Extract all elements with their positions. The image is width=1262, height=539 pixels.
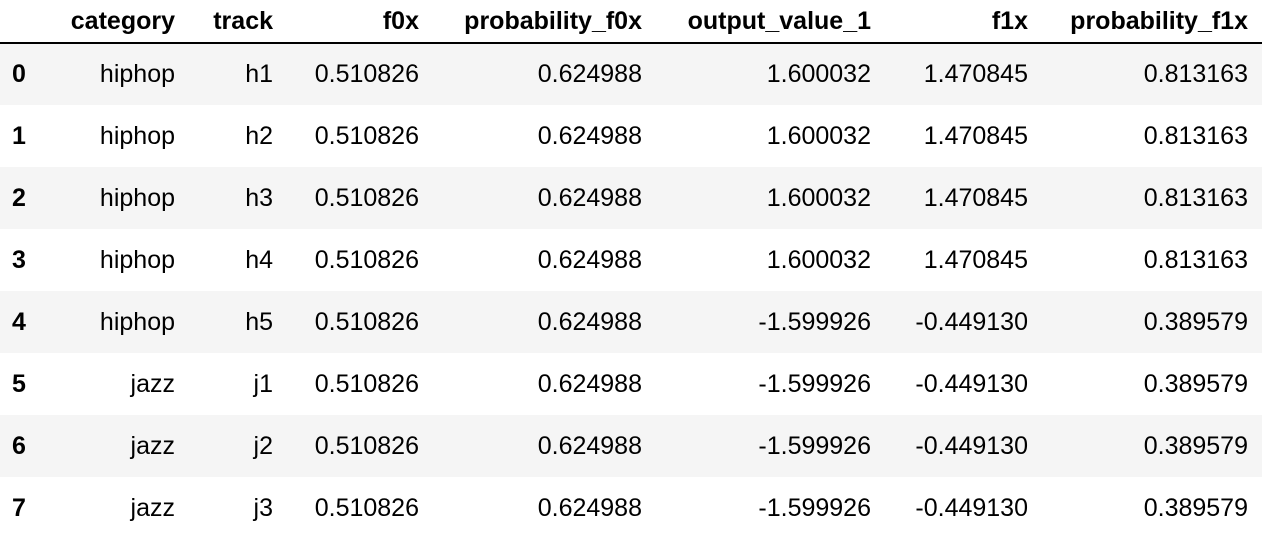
cell-track: j2	[253, 431, 273, 460]
cell-probability-f1x: 0.389579	[1143, 493, 1248, 522]
column-header-output-value-1: output_value_1	[656, 0, 885, 44]
cell-category: hiphop	[99, 307, 175, 336]
cell-f1x: 1.470845	[923, 183, 1028, 212]
cell-f1x: 1.470845	[923, 245, 1028, 274]
cell-probability-f1x: 0.389579	[1143, 431, 1248, 460]
dataframe-output: category track f0x probability_f0x outpu…	[0, 0, 1262, 522]
cell-f1x: -0.449130	[915, 493, 1028, 522]
row-index: 5	[12, 369, 26, 398]
table-row: 6 jazz j2 0.510826 0.624988 -1.599926 -0…	[0, 415, 1262, 477]
cell-output-value-1: -1.599926	[758, 369, 871, 398]
cell-output-value-1: 1.600032	[766, 183, 871, 212]
cell-category: hiphop	[99, 183, 175, 212]
cell-category: hiphop	[99, 60, 175, 88]
cell-category: hiphop	[99, 245, 175, 274]
cell-output-value-1: 1.600032	[766, 121, 871, 150]
cell-track: h2	[245, 121, 273, 150]
table-row: 7 jazz j3 0.510826 0.624988 -1.599926 -0…	[0, 477, 1262, 539]
cell-probability-f0x: 0.624988	[537, 369, 642, 398]
row-index: 2	[12, 183, 26, 212]
cell-f0x: 0.510826	[314, 121, 419, 150]
cell-category: jazz	[130, 493, 175, 522]
table-row: 3 hiphop h4 0.510826 0.624988 1.600032 1…	[0, 229, 1262, 291]
cell-probability-f1x: 0.813163	[1143, 60, 1248, 88]
cell-f0x: 0.510826	[314, 493, 419, 522]
cell-f1x: -0.449130	[915, 307, 1028, 336]
cell-f0x: 0.510826	[314, 307, 419, 336]
cell-probability-f1x: 0.813163	[1143, 183, 1248, 212]
table-row: 1 hiphop h2 0.510826 0.624988 1.600032 1…	[0, 105, 1262, 167]
cell-f0x: 0.510826	[314, 60, 419, 88]
cell-f0x: 0.510826	[314, 245, 419, 274]
row-index: 0	[12, 60, 26, 88]
table-row: 0 hiphop h1 0.510826 0.624988 1.600032 1…	[0, 43, 1262, 105]
column-header-f0x: f0x	[287, 0, 433, 44]
index-header	[0, 0, 52, 44]
cell-probability-f0x: 0.624988	[537, 493, 642, 522]
column-header-probability-f1x: probability_f1x	[1042, 0, 1262, 44]
table-row: 2 hiphop h3 0.510826 0.624988 1.600032 1…	[0, 167, 1262, 229]
cell-probability-f1x: 0.813163	[1143, 121, 1248, 150]
cell-probability-f0x: 0.624988	[537, 431, 642, 460]
column-header-category: category	[52, 0, 189, 44]
cell-output-value-1: 1.600032	[766, 245, 871, 274]
cell-probability-f0x: 0.624988	[537, 307, 642, 336]
cell-track: h5	[245, 307, 273, 336]
cell-category: jazz	[130, 431, 175, 460]
cell-output-value-1: -1.599926	[758, 493, 871, 522]
cell-f0x: 0.510826	[314, 183, 419, 212]
cell-probability-f0x: 0.624988	[537, 183, 642, 212]
cell-probability-f0x: 0.624988	[537, 121, 642, 150]
cell-probability-f0x: 0.624988	[537, 245, 642, 274]
column-header-probability-f0x: probability_f0x	[433, 0, 656, 44]
cell-category: jazz	[130, 369, 175, 398]
cell-f0x: 0.510826	[314, 431, 419, 460]
cell-output-value-1: -1.599926	[758, 307, 871, 336]
cell-track: h1	[245, 60, 273, 88]
cell-track: j3	[253, 493, 273, 522]
cell-track: h4	[245, 245, 273, 274]
cell-f0x: 0.510826	[314, 369, 419, 398]
row-index: 1	[12, 121, 26, 150]
row-index: 7	[12, 493, 26, 522]
cell-probability-f0x: 0.624988	[537, 60, 642, 88]
cell-f1x: -0.449130	[915, 431, 1028, 460]
cell-f1x: 1.470845	[923, 121, 1028, 150]
cell-f1x: 1.470845	[923, 60, 1028, 88]
cell-probability-f1x: 0.389579	[1143, 369, 1248, 398]
cell-output-value-1: 1.600032	[766, 60, 871, 88]
cell-category: hiphop	[99, 121, 175, 150]
cell-f1x: -0.449130	[915, 369, 1028, 398]
header-row: category track f0x probability_f0x outpu…	[0, 0, 1262, 44]
column-header-track: track	[189, 0, 287, 44]
cell-probability-f1x: 0.813163	[1143, 245, 1248, 274]
row-index: 6	[12, 431, 26, 460]
table-row: 4 hiphop h5 0.510826 0.624988 -1.599926 …	[0, 291, 1262, 353]
table-row: 5 jazz j1 0.510826 0.624988 -1.599926 -0…	[0, 353, 1262, 415]
row-index: 3	[12, 245, 26, 274]
cell-track: h3	[245, 183, 273, 212]
row-index: 4	[12, 307, 26, 336]
cell-probability-f1x: 0.389579	[1143, 307, 1248, 336]
cell-track: j1	[253, 369, 273, 398]
cell-output-value-1: -1.599926	[758, 431, 871, 460]
column-header-f1x: f1x	[885, 0, 1042, 44]
